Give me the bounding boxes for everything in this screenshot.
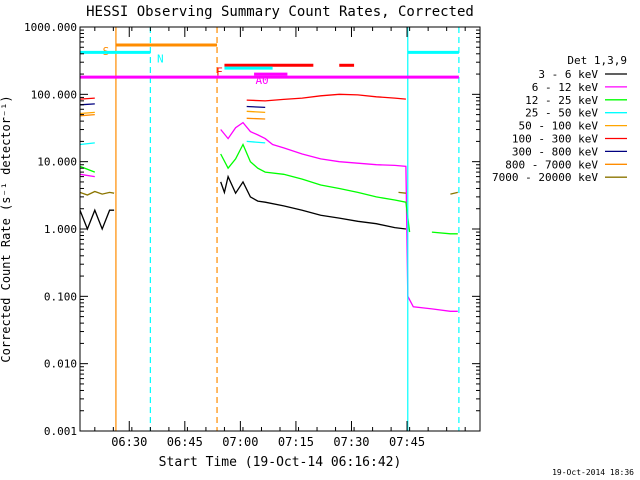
series-line-9 [80, 190, 115, 196]
x-tick-label: 07:15 [278, 435, 314, 449]
x-tick-label: 07:30 [333, 435, 369, 449]
marker-layer [115, 27, 460, 431]
series-line-6 [80, 97, 95, 100]
series-line-9 [398, 191, 406, 194]
legend-label: 50 - 100 keV [519, 120, 599, 133]
date-stamp: 19-Oct-2014 18:36 [552, 468, 634, 477]
series-line-1 [80, 208, 115, 231]
series-line-5 [80, 111, 95, 115]
series-line-4 [246, 140, 266, 144]
series-line-3 [431, 231, 458, 235]
legend-label: 3 - 6 keV [538, 68, 598, 81]
x-tick-label: 07:00 [222, 435, 258, 449]
series-line-6 [246, 93, 406, 102]
series-line-3 [220, 142, 411, 233]
series-line-3 [80, 165, 96, 173]
y-tick-label: 100.000 [31, 88, 77, 101]
series-line-1 [220, 174, 406, 230]
y-tick-label: 0.001 [44, 425, 77, 438]
x-tick-label: 06:45 [167, 435, 203, 449]
flag-label: N [157, 52, 164, 65]
series-line-8 [80, 113, 95, 117]
x-tick-label: 06:30 [111, 435, 147, 449]
y-tick-label: 1000.000 [24, 21, 77, 34]
x-axis-label: Start Time (19-Oct-14 06:16:42) [159, 455, 402, 470]
legend-label: 25 - 50 keV [525, 107, 598, 120]
legend-title: Det 1,3,9 [567, 54, 627, 67]
x-tick-label: 07:45 [389, 435, 425, 449]
series-line-7 [246, 105, 266, 109]
series-line-4 [80, 142, 95, 146]
legend-label: 7000 - 20000 keV [492, 171, 598, 184]
legend-label: 300 - 800 keV [512, 145, 598, 158]
series-line-2 [220, 121, 458, 312]
series-line-8 [246, 117, 266, 120]
legend-label: 6 - 12 keV [532, 81, 599, 94]
flag-label: F [216, 65, 223, 78]
series-layer [80, 93, 458, 312]
series-line-9 [450, 191, 458, 195]
y-axis: 1000.000 100.000 10.000 1.000 0.100 0.010 0.00… [24, 21, 480, 438]
legend-label: 12 - 25 keV [525, 94, 598, 107]
series-line-5 [246, 110, 266, 114]
y-axis-label: Corrected Count Rate (s⁻¹ detector⁻¹) [0, 95, 13, 362]
y-tick-label: 0.010 [44, 358, 77, 371]
series-line-2 [80, 173, 95, 178]
flag-layer: SNFA0 [80, 43, 459, 87]
flag-label: A0 [255, 74, 268, 87]
x-axis: 06:30 06:45 07:00 07:15 07:30 07:45 [94, 27, 466, 449]
legend-label: 100 - 300 keV [512, 133, 598, 146]
y-tick-label: 1.000 [44, 223, 77, 236]
chart-title: HESSI Observing Summary Count Rates, Cor… [86, 4, 474, 20]
y-tick-label: 10.000 [37, 156, 77, 169]
legend-label: 800 - 7000 keV [505, 158, 598, 171]
y-tick-label: 0.100 [44, 290, 77, 303]
